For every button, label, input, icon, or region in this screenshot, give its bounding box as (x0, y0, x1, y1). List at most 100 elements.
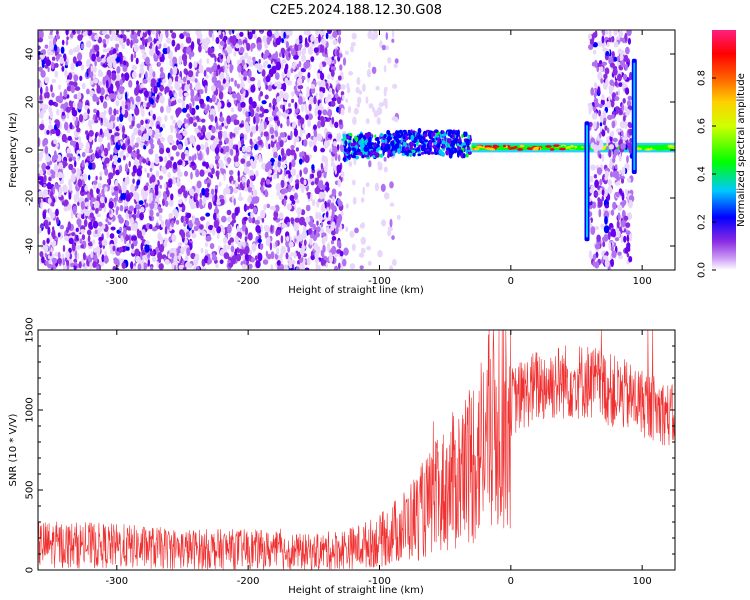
heatmap-cell (106, 56, 112, 64)
heatmap-cell (391, 144, 395, 151)
heatmap-cell (168, 98, 172, 107)
heatmap-cell (241, 87, 244, 95)
heatmap-cell (611, 51, 615, 59)
heatmap-cell (295, 199, 300, 204)
heatmap-cell (99, 171, 103, 177)
heatmap-cell (407, 149, 412, 154)
heatmap-cell (68, 178, 72, 187)
heatmap-cell (593, 97, 599, 105)
heatmap-cell (198, 44, 202, 53)
snr-xtick-label: -100 (368, 576, 391, 587)
heatmap-cell (604, 258, 610, 268)
heatmap-cell (606, 100, 612, 109)
heatmap-cell (204, 242, 208, 247)
heatmap-cell (134, 142, 139, 148)
heatmap-cell (258, 139, 263, 146)
heatmap-cell (84, 148, 90, 154)
heatmap-cell (332, 30, 338, 39)
heatmap-cell (391, 30, 395, 38)
heatmap-cell (304, 267, 310, 270)
heatmap-cell (130, 53, 134, 63)
heatmap-cell (337, 178, 341, 188)
heatmap-cell (183, 221, 187, 227)
heatmap-cell (254, 255, 258, 261)
heatmap-cell (92, 162, 96, 170)
heatmap-cell (338, 30, 342, 36)
heatmap-cell (133, 265, 136, 270)
heatmap-cell (281, 155, 287, 161)
heatmap-cell (204, 107, 209, 114)
heatmap-cell (397, 147, 401, 155)
heatmap-cell (50, 212, 56, 219)
heatmap-cell (311, 164, 315, 171)
heatmap-cell (330, 100, 336, 107)
heatmap-cell (288, 171, 291, 179)
heatmap-cell (620, 234, 624, 243)
heatmap-cell (82, 252, 86, 261)
heatmap-cell (108, 50, 114, 56)
heatmap-cell (596, 41, 603, 47)
heatmap-cell (83, 219, 88, 227)
heatmap-cell (177, 76, 182, 84)
heatmap-cell (325, 32, 329, 40)
heatmap-cell (65, 39, 69, 46)
heatmap-cell (240, 158, 246, 164)
heatmap-cell (41, 162, 47, 171)
heatmap-cell (596, 144, 602, 151)
heatmap-cell (144, 243, 150, 253)
heatmap-cell (74, 250, 78, 260)
heatmap-cell (418, 144, 422, 148)
heatmap-cell (165, 147, 171, 154)
heatmap-cell (215, 263, 219, 269)
heatmap-cell (145, 119, 148, 124)
heatmap-cell (400, 137, 403, 143)
heatmap-cell (177, 188, 183, 195)
heatmap-cell (211, 32, 215, 42)
heatmap-cell (331, 116, 335, 125)
heatmap-cell (253, 116, 256, 125)
heatmap-cell (58, 192, 62, 198)
heatmap-cell (559, 147, 566, 151)
heatmap-cell (177, 171, 183, 178)
heatmap-cell (240, 101, 246, 108)
heatmap-cell (172, 90, 175, 95)
heatmap-cell (592, 50, 597, 55)
heatmap-cell (189, 82, 193, 91)
heatmap-cell (266, 236, 271, 242)
heatmap-cell (282, 264, 289, 270)
heatmap-cell (336, 144, 340, 151)
heatmap-cell (39, 123, 45, 131)
heatmap-cell (324, 47, 328, 55)
heatmap-cell (331, 236, 337, 241)
heatmap-cell (358, 140, 363, 146)
heatmap-cell (258, 59, 261, 64)
heatmap-cell (625, 87, 630, 95)
heatmap-cell (69, 33, 74, 39)
heatmap-cell (602, 255, 609, 260)
heatmap-cell (151, 227, 158, 232)
heatmap-cell (337, 154, 341, 162)
heatmap-cell (154, 156, 160, 165)
heatmap-ylabel: Frequency (Hz) (8, 112, 19, 188)
heatmap-cell (197, 38, 201, 44)
heatmap-cell (218, 194, 224, 200)
heatmap-cell (467, 134, 471, 140)
heatmap-cell (328, 87, 333, 93)
heatmap-cell (70, 62, 75, 71)
heatmap-cell (143, 90, 149, 98)
heatmap-cell (305, 204, 311, 212)
heatmap-cell (169, 252, 175, 258)
heatmap-cell (148, 148, 154, 155)
heatmap-cell (385, 32, 388, 41)
heatmap-cell (322, 244, 326, 253)
heatmap-cell (242, 241, 246, 248)
heatmap-cell (251, 30, 256, 35)
heatmap-cell (51, 202, 55, 207)
heatmap-cell (205, 212, 211, 217)
heatmap-cell (99, 196, 105, 204)
heatmap-cell (380, 145, 384, 151)
heatmap-cell (242, 181, 246, 187)
heatmap-cell (574, 145, 578, 149)
heatmap-cell (141, 229, 146, 236)
heatmap-cell (156, 81, 161, 88)
